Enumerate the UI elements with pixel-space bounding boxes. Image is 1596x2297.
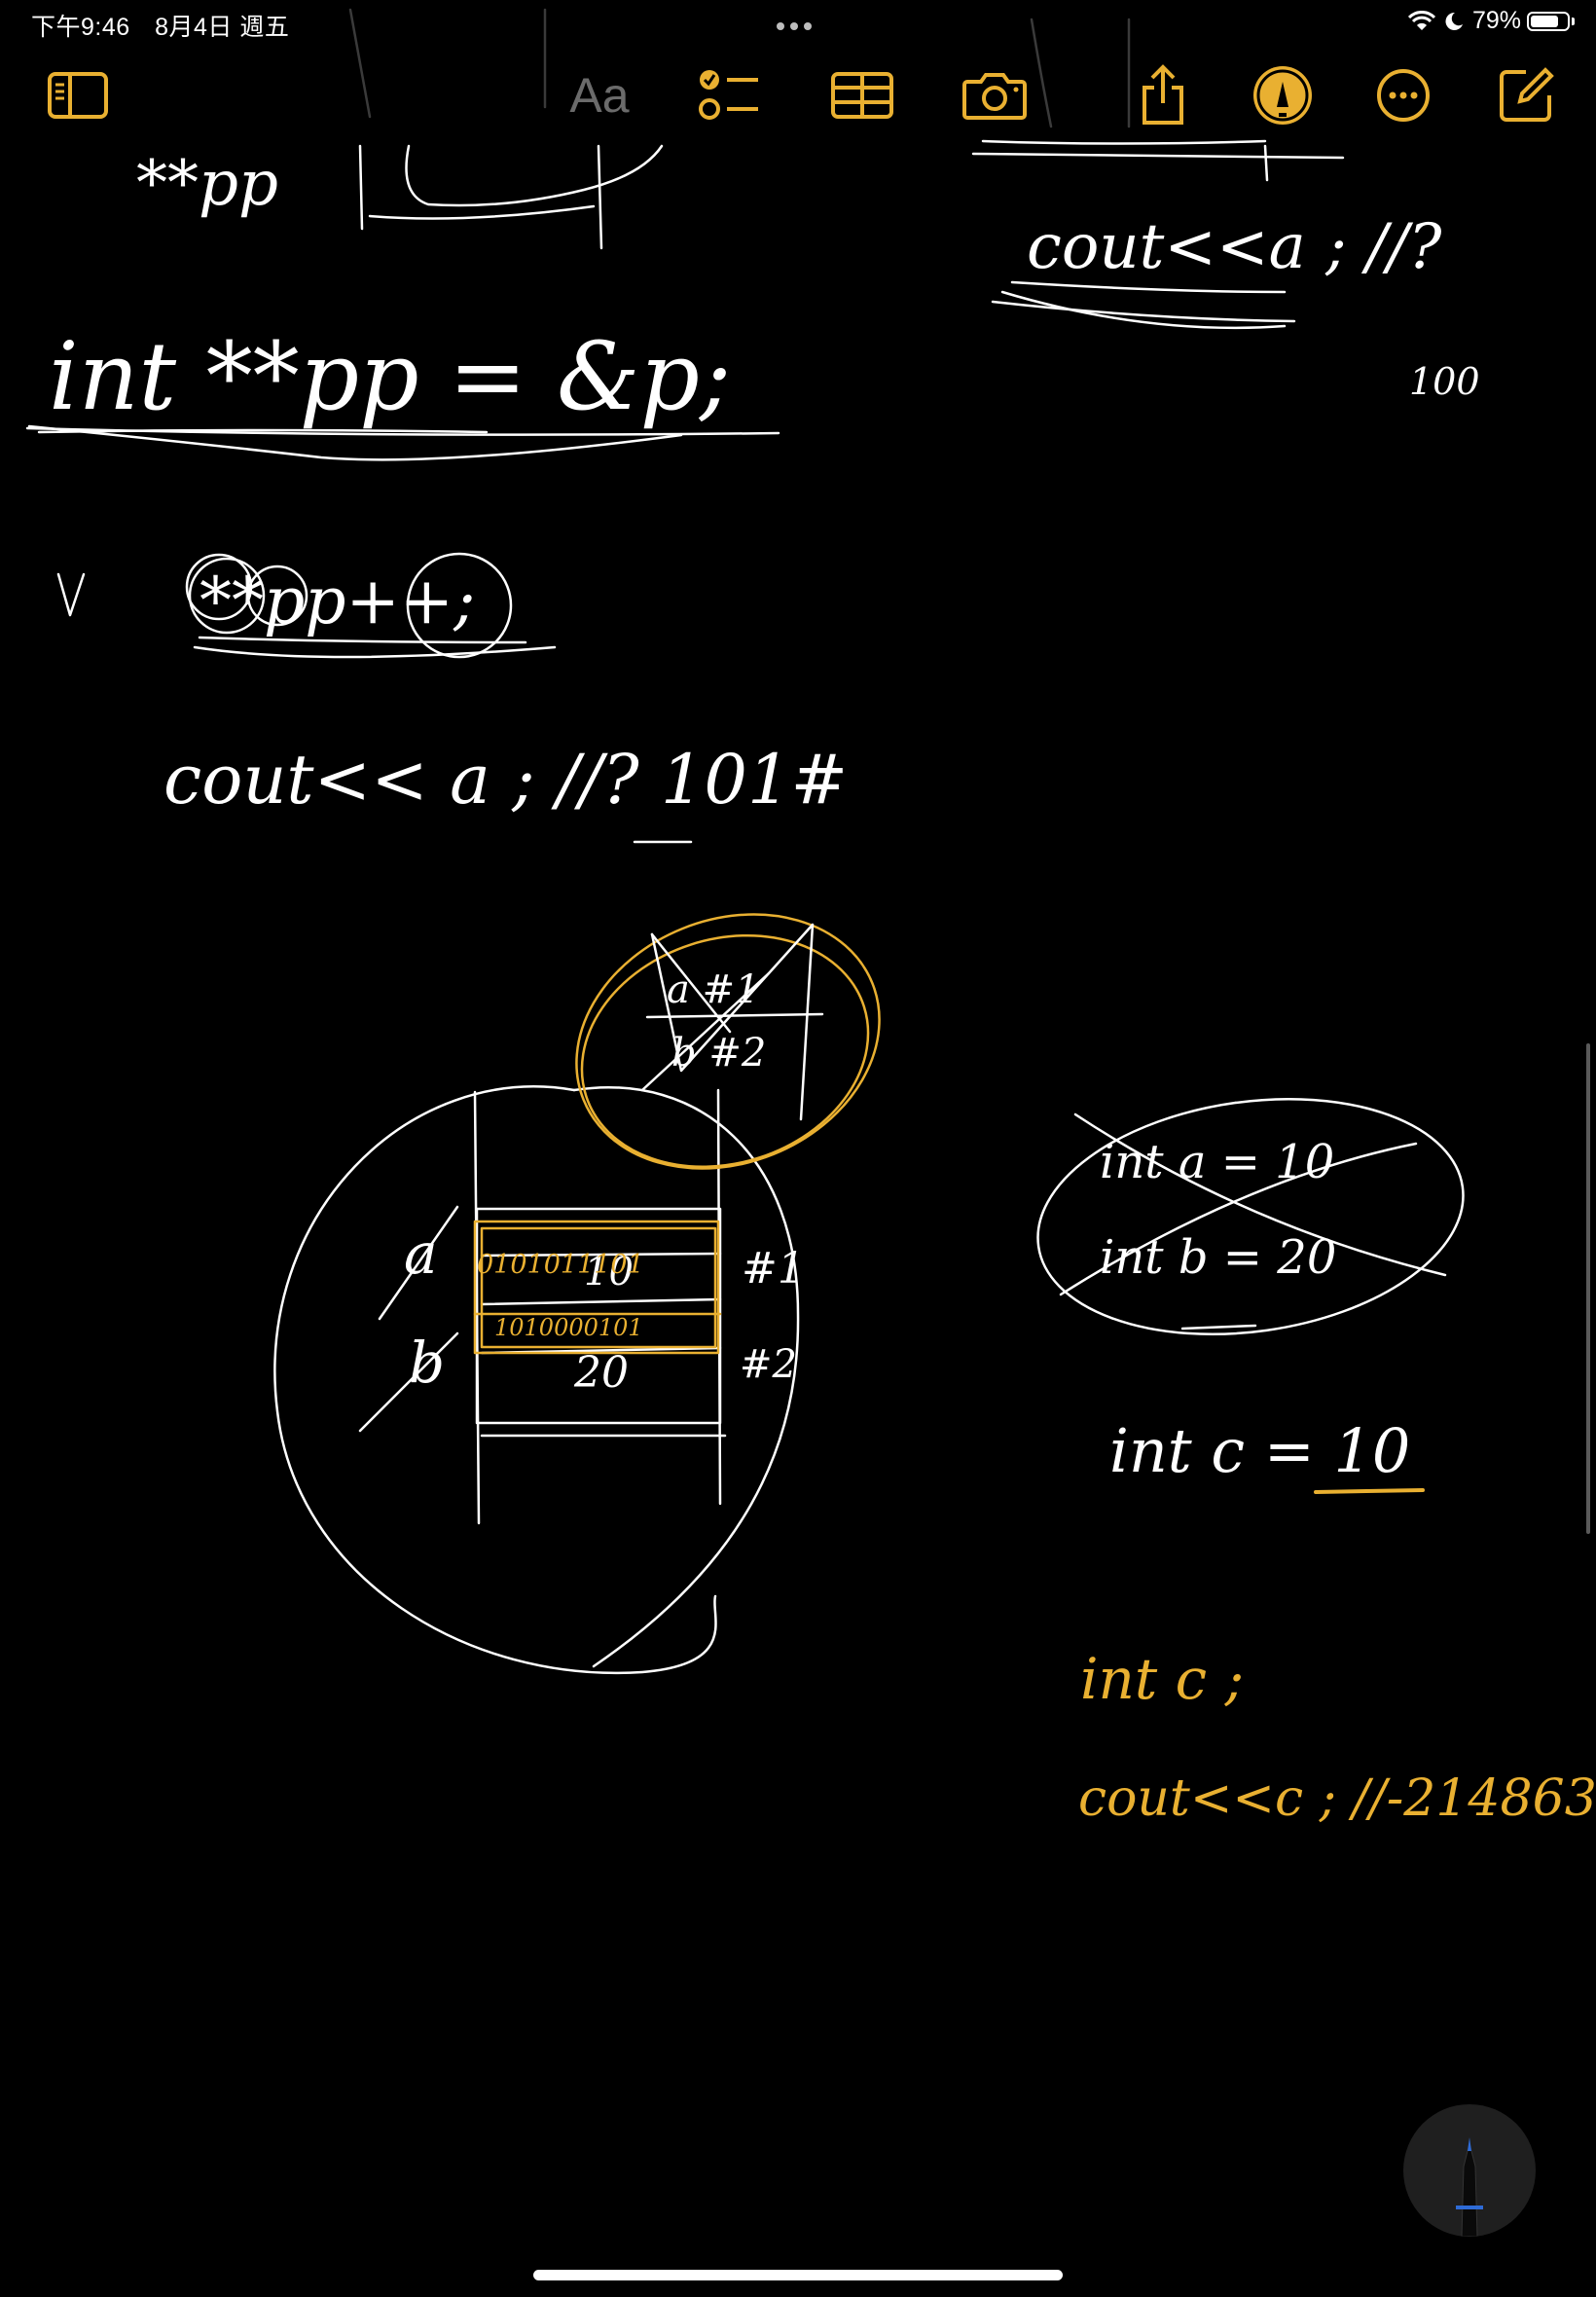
ellipse-right-int-a: int a = 10: [1100, 1135, 1334, 1189]
handwriting-line-4: cout<< a ; //? 101#: [163, 740, 848, 820]
line-1: **pp: [136, 144, 664, 250]
handwriting-line-3: **pp++;: [200, 564, 475, 638]
orange-line-1: int c ;: [1080, 1646, 1244, 1712]
share-icon: [1143, 64, 1183, 125]
top-ellipse-diagram: a #1 b #2: [575, 913, 881, 1170]
sidebar-toggle-button[interactable]: [41, 56, 115, 134]
ellipse-top-a: a #1: [667, 967, 760, 1012]
markup-pen-icon: [1253, 66, 1312, 125]
box-value-1: 10: [584, 1250, 634, 1294]
orange-line-2: cout<<c ; //-214863: [1078, 1769, 1596, 1828]
text-format-label: Aa: [569, 68, 630, 123]
camera-icon: [962, 73, 1027, 120]
status-date: 8月4日 週五: [155, 14, 290, 41]
ellipse-right-int-b: int b = 20: [1100, 1230, 1336, 1285]
line-2: int **pp = &p;: [25, 322, 780, 461]
handwriting-line-1: **pp: [136, 148, 278, 220]
binary-value-2: 1010000101: [494, 1314, 643, 1341]
top-right-cout-text: cout<<a ; //?: [1027, 211, 1442, 283]
line-3: **pp++;: [56, 552, 557, 659]
table-icon: [831, 72, 893, 119]
status-right: 79%: [1407, 7, 1575, 35]
top-right-value: 100: [1409, 360, 1480, 403]
pencil-tool-button[interactable]: [1403, 2104, 1536, 2237]
share-button[interactable]: [1129, 56, 1197, 134]
moon-icon: [1443, 11, 1465, 32]
pencil-icon: [1456, 2137, 1483, 2237]
camera-button[interactable]: [956, 56, 1034, 134]
status-left: 下午9:46 8月4日 週五: [31, 8, 307, 43]
battery-icon: [1527, 11, 1575, 31]
binary-highlight: 0101011101 1010000101: [473, 1220, 722, 1355]
wifi-icon: [1407, 10, 1435, 32]
battery-percent: 79%: [1471, 7, 1521, 34]
multitasking-dots-icon[interactable]: [777, 18, 817, 35]
sidebar-icon: [48, 72, 108, 119]
home-indicator[interactable]: [533, 2270, 1063, 2280]
compose-icon: [1500, 67, 1554, 122]
notes-toolbar: Aa: [0, 56, 1596, 134]
handwriting-line-2: int **pp = &p;: [49, 322, 731, 431]
markup-button[interactable]: [1246, 56, 1320, 134]
memory-diagram: a b 10 20 #1 #2: [273, 1085, 805, 1675]
faint-background-sketch: [348, 8, 1131, 128]
box-value-2: 20: [573, 1348, 629, 1398]
status-time: 下午9:46: [31, 14, 130, 41]
more-button[interactable]: [1366, 56, 1440, 134]
box-address-1: #1: [742, 1244, 805, 1294]
compose-button[interactable]: [1489, 56, 1563, 134]
top-right-cout: cout<<a ; //? 100: [971, 139, 1480, 403]
orange-notes: int c ; cout<<c ; //-214863: [1078, 1646, 1596, 1828]
int-c-line: int c = 10: [1109, 1415, 1425, 1494]
text-format-button[interactable]: Aa: [561, 56, 638, 134]
right-ellipse-diagram: int a = 10 int b = 20: [1036, 1097, 1465, 1336]
more-icon: [1377, 69, 1430, 122]
binary-value-1: 0101011101: [477, 1250, 644, 1280]
int-c-text: int c = 10: [1109, 1415, 1410, 1486]
table-button[interactable]: [823, 56, 901, 134]
line-4: cout<< a ; //? 101#: [163, 740, 848, 844]
checklist-button[interactable]: [693, 56, 767, 134]
checklist-icon: [699, 70, 758, 120]
box-address-2: #2: [740, 1342, 797, 1387]
ellipse-top-b: b #2: [671, 1031, 766, 1076]
status-bar: 下午9:46 8月4日 週五 79%: [0, 0, 1596, 45]
scroll-indicator[interactable]: [1586, 1043, 1590, 1534]
